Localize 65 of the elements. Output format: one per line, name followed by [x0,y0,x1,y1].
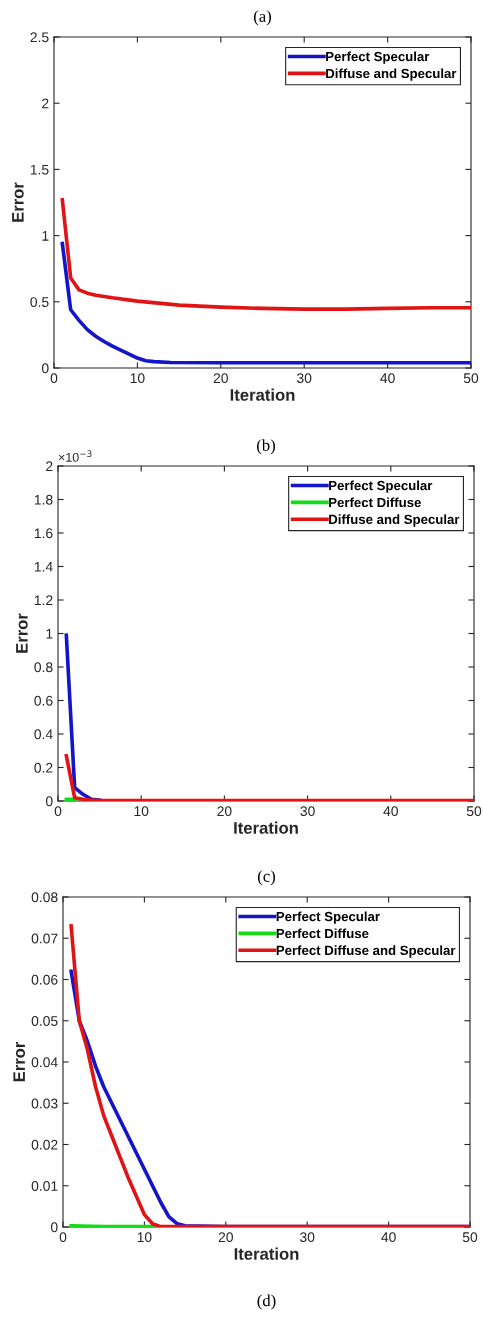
x-tick-label: 30 [300,1232,315,1243]
legend-label: Perfect Diffuse and Specular [276,945,456,958]
y-tick-label: 0.03 [31,1098,58,1109]
y-tick-label: 0.06 [31,974,58,985]
legend-label: Diffuse and Specular [326,68,457,81]
y-tick-label: 0.2 [34,762,53,773]
text: ×10$^{−3}$ [58,450,92,462]
x-axis-title: Iteration [230,388,295,401]
y-tick-label: 1.2 [34,595,53,606]
x-tick-label: 0 [59,1232,67,1243]
x-tick-label: 50 [462,1232,478,1243]
x-tick-label: 10 [134,806,149,817]
y-axis-title: Error [13,1041,26,1082]
chart-title: (c) [257,870,276,886]
y-tick-label: 0.08 [31,892,58,903]
line-series [60,241,471,365]
legend-label: Diffuse and Specular [329,514,460,527]
y-tick-label: 0.04 [31,1057,58,1068]
y-tick-label: 0.6 [34,695,53,706]
y-tick-label: 1 [42,231,49,241]
y-tick-label: 0.07 [31,933,58,944]
y-tick-label: 0 [50,1222,58,1233]
x-tick-label: 50 [463,373,479,384]
x-axis-title: Iteration [234,821,298,834]
chart-title: (a) [253,10,272,26]
y-tick-label: 0.02 [31,1139,58,1150]
x-tick-label: 10 [137,1232,152,1243]
text: (d) [257,1294,276,1310]
legend-label: Perfect Specular [329,480,433,493]
x-tick-label: 40 [383,806,398,817]
y-tick-label: 1.5 [30,164,49,175]
x-tick-label: 20 [218,1232,233,1243]
x-tick-label: 40 [380,373,395,384]
x-tick-label: 30 [300,806,315,817]
y-tick-label: 2 [46,461,53,472]
x-tick-label: 20 [213,373,228,384]
y-axis-title: Error [12,182,24,222]
y-tick-label: 0.5 [30,297,49,307]
x-axis-title: Iteration [234,1247,299,1260]
x-tick-label: 10 [130,373,145,384]
legend-label: Perfect Diffuse [276,928,369,939]
y-tick-label: 2 [42,98,49,109]
x-tick-label: 30 [297,373,312,384]
y-tick-label: 1.4 [34,561,53,572]
y-tick-label: 0.8 [34,662,53,673]
x-tick-label: 50 [466,806,482,817]
line-series [64,753,474,801]
y-tick-label: 0 [45,796,53,807]
y-tick-label: 1.8 [34,494,53,505]
y-tick-label: 0.4 [34,729,53,740]
legend-label: Perfect Specular [326,51,430,64]
line-series [64,633,102,801]
chart-title: (b) [257,439,275,455]
x-tick-label: 20 [217,806,232,817]
line-series [60,198,471,311]
y-tick-label: 2.5 [30,32,49,43]
y-tick-label: 1 [46,628,53,639]
legend-label: Perfect Specular [276,911,380,924]
y-tick-label: 0.05 [31,1016,58,1026]
y-axis-title: Error [16,613,28,653]
y-tick-label: 1.6 [34,528,53,539]
y-tick-label: 0.01 [31,1181,58,1191]
y-tick-label: 0 [41,363,49,374]
legend-label: Perfect Diffuse [329,497,421,508]
x-tick-label: 40 [381,1232,396,1243]
